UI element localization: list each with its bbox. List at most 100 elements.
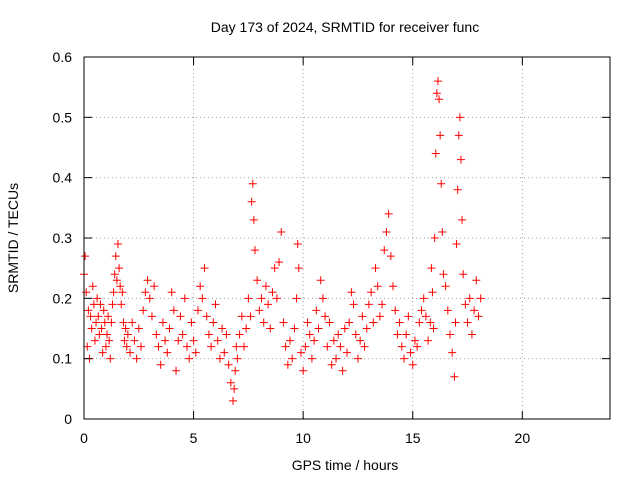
data-point	[435, 95, 444, 104]
data-point	[406, 348, 415, 357]
data-point	[472, 276, 481, 285]
data-point	[286, 336, 295, 345]
data-point	[360, 342, 369, 351]
data-point	[439, 270, 448, 279]
data-point	[456, 155, 465, 164]
data-point	[290, 324, 299, 333]
data-point	[163, 348, 172, 357]
data-point	[253, 276, 262, 285]
x-axis-label: GPS time / hours	[292, 457, 399, 473]
data-point	[244, 294, 253, 303]
data-point	[327, 360, 336, 369]
data-point	[239, 342, 248, 351]
y-tick-labels: 0 0.1 0.2 0.3 0.4 0.5 0.6	[53, 49, 73, 427]
data-point	[292, 294, 301, 303]
data-point	[436, 131, 445, 140]
data-point	[277, 227, 286, 236]
data-point	[421, 312, 430, 321]
data-point	[474, 312, 483, 321]
data-point	[222, 330, 231, 339]
data-point	[200, 264, 209, 273]
data-point	[123, 330, 132, 339]
data-point	[356, 336, 365, 345]
data-point	[121, 324, 130, 333]
data-point	[132, 354, 141, 363]
data-point	[454, 131, 463, 140]
data-point	[213, 336, 222, 345]
data-point	[294, 264, 303, 273]
data-point	[427, 264, 436, 273]
data-point	[207, 342, 216, 351]
y-tick-label: 0.4	[53, 170, 73, 186]
data-point	[415, 318, 424, 327]
data-point	[161, 336, 170, 345]
data-point	[152, 330, 161, 339]
data-point	[99, 306, 108, 315]
data-point	[305, 330, 314, 339]
data-point	[299, 366, 308, 375]
data-point	[458, 215, 467, 224]
x-tick-label: 5	[190, 430, 198, 446]
data-point	[461, 300, 470, 309]
data-point	[452, 240, 461, 249]
data-point	[108, 300, 117, 309]
x-tick-label: 15	[405, 430, 421, 446]
data-point	[382, 227, 391, 236]
axis-ticks	[83, 56, 610, 420]
data-point	[237, 312, 246, 321]
data-point	[340, 324, 349, 333]
data-point	[176, 312, 185, 321]
data-point	[230, 384, 239, 393]
data-point	[318, 294, 327, 303]
data-point	[158, 318, 167, 327]
data-point	[438, 227, 447, 236]
data-point	[198, 294, 207, 303]
data-point	[430, 234, 439, 242]
data-point	[232, 342, 241, 351]
data-point	[463, 318, 472, 327]
data-point	[226, 378, 235, 387]
data-point	[310, 336, 319, 345]
data-point	[87, 324, 96, 333]
data-point	[92, 318, 101, 327]
data-point	[384, 209, 393, 218]
data-point	[450, 372, 459, 381]
data-point	[343, 348, 351, 357]
data-point	[380, 246, 389, 255]
data-point	[281, 342, 290, 351]
data-point	[426, 318, 435, 327]
data-point	[118, 288, 127, 297]
data-point	[279, 318, 288, 327]
data-point	[117, 300, 126, 309]
data-point	[105, 336, 114, 345]
data-point	[120, 336, 129, 345]
data-point	[101, 342, 110, 351]
data-point	[364, 300, 373, 309]
data-point	[81, 252, 90, 261]
data-point	[424, 336, 433, 345]
data-point	[338, 366, 347, 375]
data-point	[115, 264, 124, 273]
data-point	[128, 318, 137, 327]
x-tick-labels: 0 5 10 15 20	[80, 430, 530, 446]
data-point	[220, 348, 229, 357]
data-point	[141, 288, 150, 297]
data-point	[288, 354, 297, 363]
data-point	[248, 179, 257, 188]
data-point	[93, 294, 102, 303]
data-point	[391, 306, 400, 315]
data-point	[209, 318, 218, 327]
data-point	[272, 294, 281, 303]
data-point	[134, 324, 143, 333]
data-point	[136, 342, 145, 351]
data-point	[459, 270, 468, 279]
data-point	[358, 312, 367, 321]
data-point	[156, 360, 165, 369]
x-tick-label: 20	[515, 430, 531, 446]
data-point	[122, 342, 131, 351]
data-point	[316, 276, 325, 285]
data-point	[255, 306, 264, 315]
data-point	[130, 336, 139, 345]
data-point	[88, 282, 97, 291]
